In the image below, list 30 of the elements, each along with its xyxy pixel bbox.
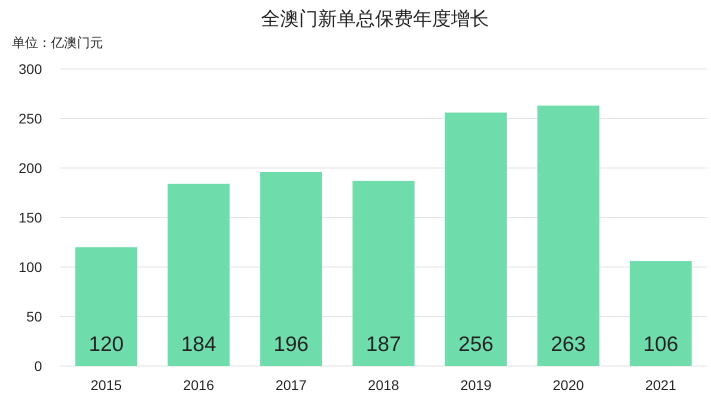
- x-tick-label: 2018: [368, 377, 400, 393]
- data-label: 256: [458, 333, 494, 356]
- data-label: 120: [88, 333, 124, 356]
- x-tick-label: 2019: [460, 377, 492, 393]
- bar: [537, 106, 600, 366]
- y-tick-label: 300: [18, 61, 42, 77]
- data-label: 187: [366, 333, 402, 356]
- y-tick-label: 0: [34, 358, 42, 374]
- data-label: 184: [181, 333, 216, 356]
- bar: [75, 247, 138, 366]
- x-tick-label: 2015: [90, 377, 122, 393]
- bar: [352, 180, 414, 366]
- data-label: 106: [643, 333, 678, 356]
- x-tick-label: 2020: [552, 377, 584, 393]
- y-tick-label: 250: [18, 110, 42, 126]
- x-tick-label: 2021: [645, 377, 677, 393]
- chart-title: 全澳门新单总保费年度增长: [261, 8, 489, 30]
- y-tick-label: 50: [26, 308, 42, 324]
- data-label: 196: [274, 333, 309, 356]
- data-label: 263: [550, 333, 586, 356]
- x-tick-label: 2017: [275, 377, 307, 393]
- bar: [444, 112, 507, 366]
- y-tick-label: 150: [18, 210, 42, 226]
- bar: [168, 184, 230, 366]
- y-axis-title: 单位：亿澳门元: [12, 35, 103, 50]
- y-tick-label: 200: [18, 160, 42, 176]
- bar: [630, 261, 692, 366]
- bar: [260, 172, 322, 366]
- y-tick-label: 100: [18, 259, 42, 275]
- x-tick-label: 2016: [183, 377, 214, 393]
